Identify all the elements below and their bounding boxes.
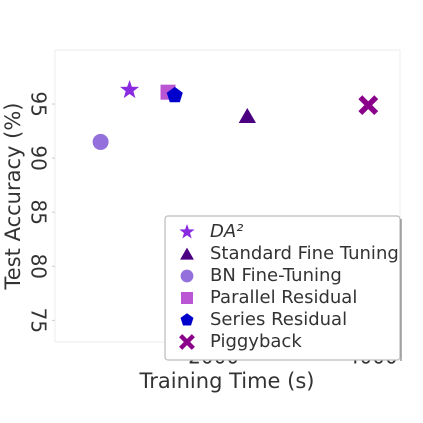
y-tick-label: 80 <box>27 254 51 279</box>
legend-marker <box>180 247 194 260</box>
legend-marker <box>180 269 194 283</box>
legend-box <box>164 215 401 361</box>
legend-label: Series Residual <box>210 309 347 330</box>
x-axis-label: Training Time (s) <box>139 369 315 393</box>
legend-label: DA² <box>210 221 243 242</box>
legend-marker <box>180 313 194 326</box>
legend-marker <box>181 292 193 304</box>
legend-label: Parallel Residual <box>210 287 357 308</box>
y-tick-label: 95 <box>27 91 51 116</box>
data-point <box>92 133 109 150</box>
legend-marker <box>179 334 195 350</box>
y-axis-label: Test Accuracy (%) <box>1 103 25 291</box>
legend-label: Standard Fine Tuning <box>210 243 399 264</box>
legend-label: Piggyback <box>210 331 302 352</box>
data-point <box>166 86 183 103</box>
legend-marker <box>179 224 195 239</box>
y-tick-label: 90 <box>27 145 51 170</box>
data-point <box>120 80 140 99</box>
data-point <box>358 95 379 116</box>
data-point <box>238 108 256 123</box>
y-tick-label: 75 <box>27 308 51 333</box>
y-tick-label: 85 <box>27 199 51 224</box>
legend-label: BN Fine-Tuning <box>210 265 342 286</box>
